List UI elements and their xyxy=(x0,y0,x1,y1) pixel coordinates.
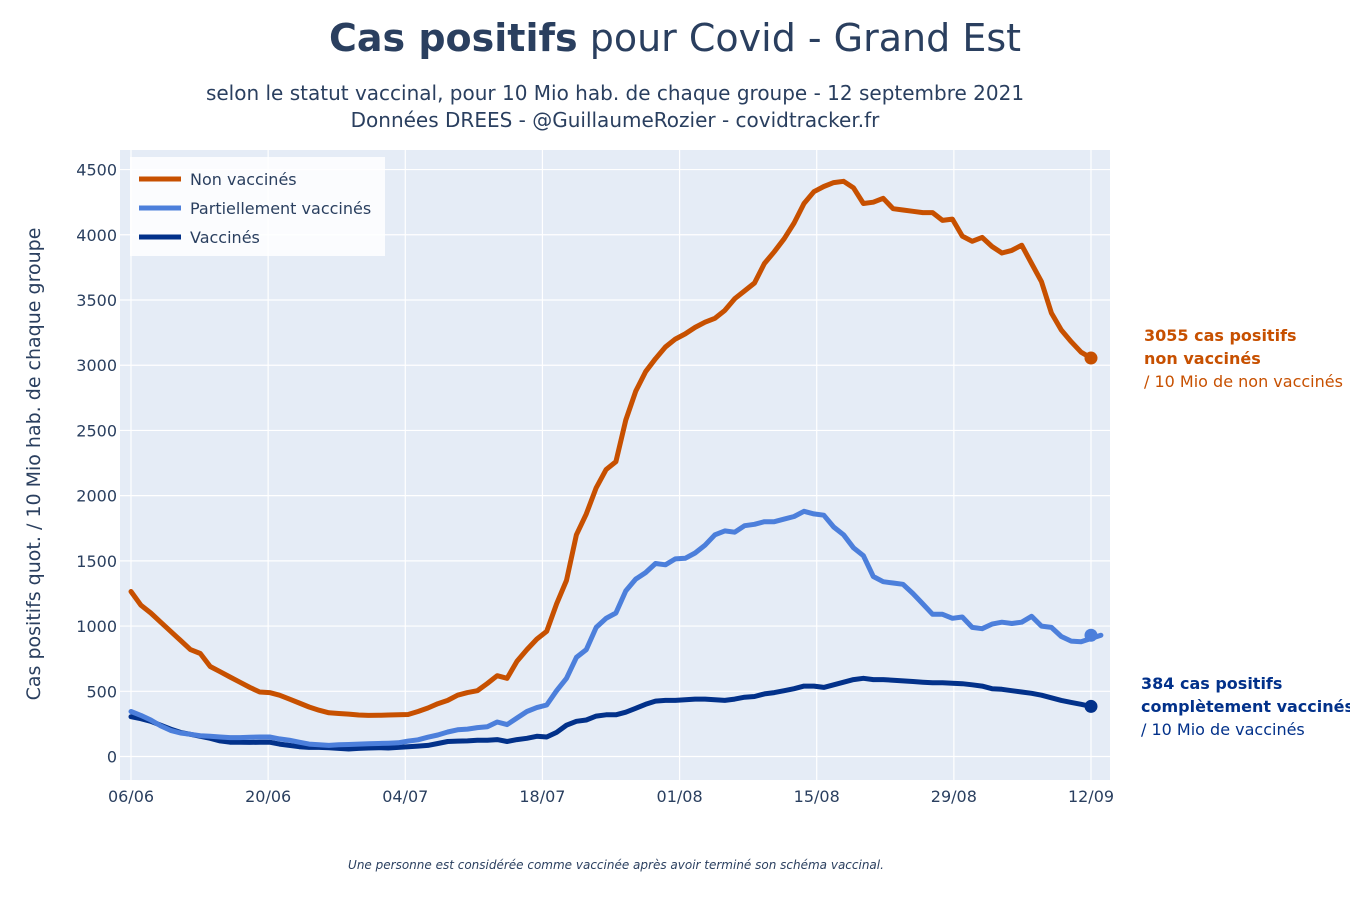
annotation-non-vaccines-line1: 3055 cas positifs xyxy=(1144,326,1297,345)
y-tick-label: 3000 xyxy=(76,356,117,375)
series-line-non-vaccinés xyxy=(128,178,1094,718)
y-tick-label: 4500 xyxy=(76,161,117,180)
x-tick-label: 12/09 xyxy=(1068,787,1114,806)
legend-label[interactable]: Vaccinés xyxy=(190,228,260,247)
annotation-vaccines-line2: complètement vaccinés xyxy=(1141,697,1350,716)
x-tick-label: 20/06 xyxy=(245,787,291,806)
x-tick-label: 04/07 xyxy=(382,787,428,806)
chart-title-rest: pour Covid - Grand Est xyxy=(577,16,1022,60)
y-tick-label: 2000 xyxy=(76,487,117,506)
end-marker-vaccinés xyxy=(1084,699,1098,713)
subtitle-line-2: Données DREES - @GuillaumeRozier - covid… xyxy=(350,108,880,132)
y-tick-label: 2500 xyxy=(76,421,117,440)
y-tick-label: 4000 xyxy=(76,226,117,245)
end-marker-partiellement-vaccinés xyxy=(1084,628,1098,642)
series-line-partiellement-vaccinés xyxy=(128,508,1104,748)
legend[interactable]: Non vaccinés Partiellement vaccinés Vaccin… xyxy=(130,157,385,256)
annotation-vaccines-line3: / 10 Mio de vaccinés xyxy=(1141,720,1305,739)
annotation-vaccines: 384 cas positifs complètement vaccinés /… xyxy=(1141,672,1350,741)
y-tick-labels: 0 500 1000 1500 2000 2500 3000 3500 4000 4500 xyxy=(76,161,117,767)
chart-subtitle: selon le statut vaccinal, pour 10 Mio ha… xyxy=(0,80,1230,134)
y-tick-label: 0 xyxy=(107,748,117,767)
x-tick-label: 01/08 xyxy=(657,787,703,806)
x-tick-label: 18/07 xyxy=(519,787,565,806)
annotation-non-vaccines-line2: non vaccinés xyxy=(1144,349,1261,368)
series-lines xyxy=(128,178,1104,752)
x-tick-label: 29/08 xyxy=(931,787,977,806)
annotation-non-vaccines-line3: / 10 Mio de non vaccinés xyxy=(1144,372,1343,391)
annotation-vaccines-line1: 384 cas positifs xyxy=(1141,674,1283,693)
series-line-vaccinés xyxy=(128,675,1094,752)
footnote: Une personne est considérée comme vaccin… xyxy=(348,858,884,872)
y-tick-label: 1500 xyxy=(76,552,117,571)
y-tick-label: 3500 xyxy=(76,291,117,310)
end-markers xyxy=(1084,351,1098,713)
y-tick-label: 1000 xyxy=(76,617,117,636)
end-marker-non-vaccinés xyxy=(1084,351,1098,365)
legend-label[interactable]: Non vaccinés xyxy=(190,170,297,189)
legend-label[interactable]: Partiellement vaccinés xyxy=(190,199,371,218)
annotation-non-vaccines: 3055 cas positifs non vaccinés / 10 Mio … xyxy=(1144,324,1343,393)
y-tick-label: 500 xyxy=(86,682,117,701)
x-tick-label: 06/06 xyxy=(108,787,154,806)
subtitle-line-1: selon le statut vaccinal, pour 10 Mio ha… xyxy=(205,81,1025,105)
x-tick-labels: 06/06 20/06 04/07 18/07 01/08 15/08 29/08 12/09 xyxy=(108,787,1114,806)
chart-title-bold: Cas positifs xyxy=(328,16,578,60)
x-tick-label: 15/08 xyxy=(794,787,840,806)
chart-title: Cas positifs pour Covid - Grand Est xyxy=(0,16,1350,60)
